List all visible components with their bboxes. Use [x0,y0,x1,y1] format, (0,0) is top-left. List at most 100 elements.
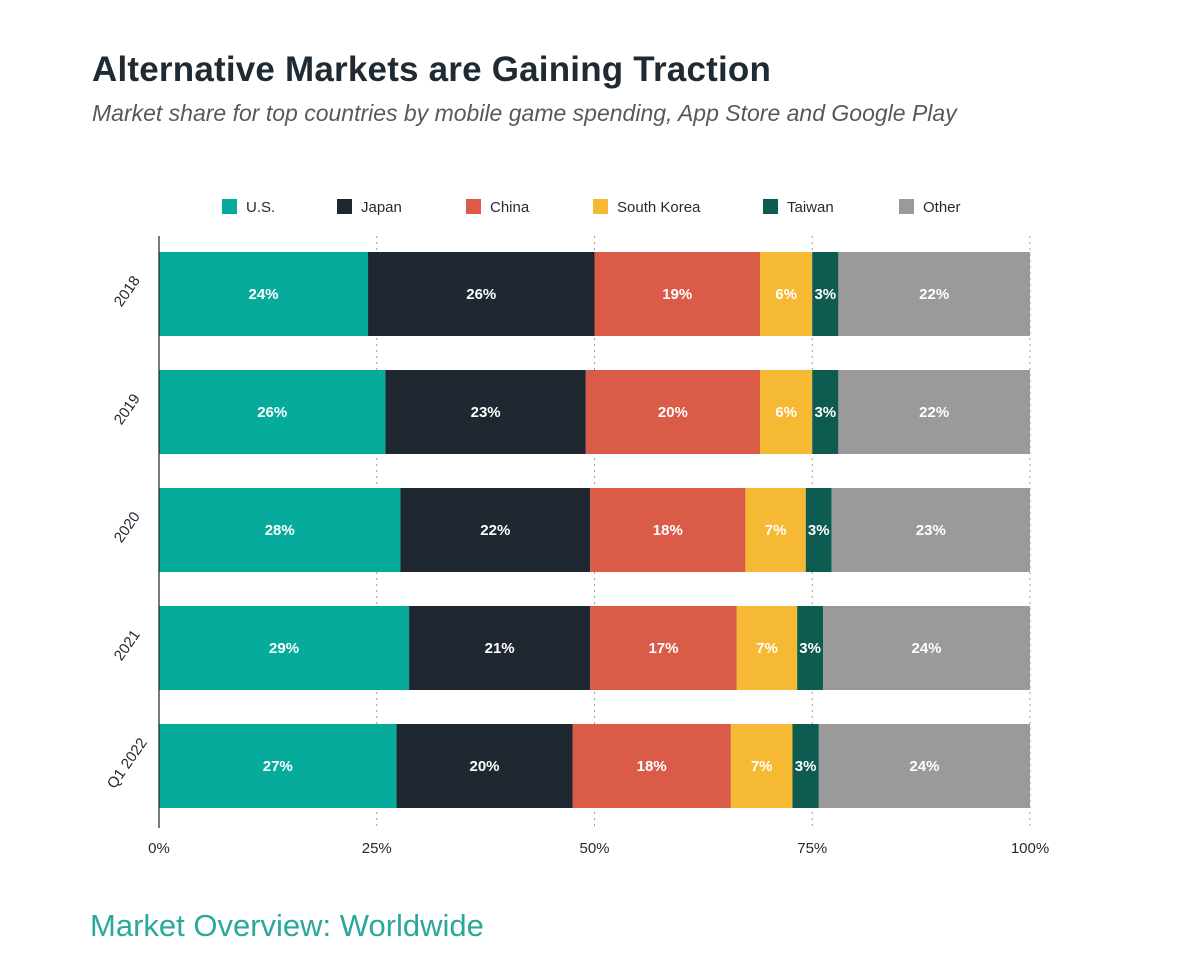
legend-item: U.S. [222,199,275,216]
data-label: 7% [756,640,778,657]
data-label: 23% [916,522,946,539]
chart-subtitle: Market share for top countries by mobile… [92,100,957,126]
legend-label: China [490,199,530,216]
bar-segment [797,606,824,690]
legend-label: Japan [361,199,402,216]
bar-segment [400,488,591,572]
data-label: 3% [795,758,817,775]
legend-swatch [337,199,352,214]
bar-row: 28% 22% 18% 7% 3% 23% 2020 [111,488,1030,572]
bar-segment [159,370,386,454]
bar-segment [159,606,410,690]
bar-segment [159,724,397,808]
bar-segment [823,606,1030,690]
data-label: 20% [470,758,500,775]
data-label: 26% [257,404,287,421]
bar-segment [759,370,813,454]
data-label: 3% [814,286,836,303]
data-label: 24% [249,286,279,303]
bar-segment [730,724,793,808]
legend-swatch [763,199,778,214]
data-label: 21% [485,640,515,657]
bar-segment [396,724,573,808]
legend-swatch [899,199,914,214]
legend-item: Japan [337,199,402,216]
bar-row: 27% 20% 18% 7% 3% 24% Q1 2022 [104,724,1030,808]
bar-segment [759,252,813,336]
data-label: 20% [658,404,688,421]
legend-label: Taiwan [787,199,834,216]
data-label: 3% [814,404,836,421]
legend-item: South Korea [593,199,701,216]
bar-segment [812,370,839,454]
data-label: 3% [808,522,830,539]
category-label: 2019 [111,391,144,428]
bar-segment [409,606,591,690]
bar-segment [812,252,839,336]
legend-item: Other [899,199,961,216]
x-tick-label: 50% [579,840,609,857]
bar-segment [159,252,369,336]
x-tick-label: 25% [362,840,392,857]
bar-row: 24% 26% 19% 6% 3% 22% 2018 [111,252,1030,336]
data-label: 7% [765,522,787,539]
data-label: 22% [919,404,949,421]
bar-segment [594,252,760,336]
data-label: 24% [909,758,939,775]
bar-segment [831,488,1030,572]
data-label: 22% [919,286,949,303]
bar-segment [385,370,586,454]
chart-title: Alternative Markets are Gaining Traction [92,50,772,89]
data-label: 28% [265,522,295,539]
bar-segment [818,724,1030,808]
bar-segment [590,488,746,572]
bar-segment [838,252,1030,336]
bar-row: 26% 23% 20% 6% 3% 22% 2019 [111,370,1030,454]
data-label: 6% [775,286,797,303]
bar-segment [792,724,819,808]
footer-text: Market Overview: Worldwide [90,908,484,943]
legend-label: Other [923,199,961,216]
axes: 0% 25% 50% 75% 100% [148,236,1049,857]
legend-swatch [466,199,481,214]
x-tick-label: 75% [797,840,827,857]
bar-segment [838,370,1030,454]
category-label: 2018 [111,273,144,310]
legend-swatch [222,199,237,214]
bar-segment [590,606,737,690]
bar-segment [159,488,401,572]
legend-swatch [593,199,608,214]
data-label: 18% [637,758,667,775]
x-tick-label: 0% [148,840,170,857]
data-label: 29% [269,640,299,657]
bar-segment [585,370,760,454]
data-label: 6% [775,404,797,421]
data-label: 17% [648,640,678,657]
category-label: 2021 [111,627,144,664]
x-tick-label: 100% [1011,840,1049,857]
bar-row: 29% 21% 17% 7% 3% 24% 2021 [111,606,1030,690]
bars: 24% 26% 19% 6% 3% 22% 2018 26% 23% 20% 6% 3% 22% 2019… [104,252,1030,808]
bar-segment [745,488,806,572]
legend: U.S. Japan China South Korea Taiwan Other [222,199,961,216]
data-label: 27% [263,758,293,775]
bar-segment [736,606,798,690]
stacked-bar-chart: U.S. Japan China South Korea Taiwan Other 24%… [104,199,1049,857]
legend-label: South Korea [617,199,701,216]
bar-segment [572,724,731,808]
bar-segment [805,488,832,572]
data-label: 23% [471,404,501,421]
data-label: 26% [466,286,496,303]
data-label: 3% [799,640,821,657]
legend-item: Taiwan [763,199,834,216]
data-label: 7% [751,758,773,775]
legend-label: U.S. [246,199,275,216]
data-label: 24% [911,640,941,657]
category-label: Q1 2022 [104,735,151,792]
data-label: 19% [662,286,692,303]
bar-segment [368,252,595,336]
data-label: 22% [480,522,510,539]
category-label: 2020 [111,509,144,546]
data-label: 18% [653,522,683,539]
legend-item: China [466,199,530,216]
